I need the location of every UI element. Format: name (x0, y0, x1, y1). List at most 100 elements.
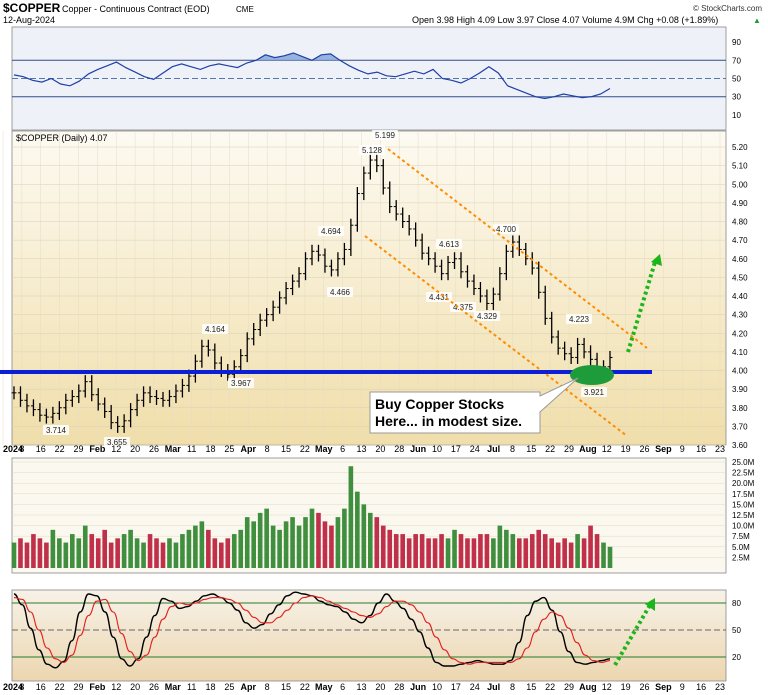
stoch-x-tick: 10 (432, 682, 442, 692)
price-tick-label: 4.50 (732, 273, 748, 282)
volume-bar (536, 529, 542, 568)
price-label: 3.714 (46, 426, 67, 435)
price-x-tick: 8 (510, 444, 515, 454)
price-label-bg (493, 224, 519, 234)
price-label: 4.613 (439, 240, 460, 249)
stoch-x-tick: 8 (19, 682, 24, 692)
price-x-tick: 17 (451, 444, 461, 454)
stoch-x-tick: 8 (510, 682, 515, 692)
volume-bar (594, 534, 600, 568)
volume-bar (432, 538, 438, 568)
price-label: 3.655 (107, 438, 128, 447)
volume-bar (355, 491, 360, 568)
price-label: 4.700 (496, 225, 517, 234)
volume-bar (238, 529, 244, 568)
volume-bar (491, 538, 496, 568)
price-tick-label: 4.90 (732, 199, 748, 208)
volume-bar (199, 521, 205, 568)
volume-bar (76, 538, 82, 568)
price-label: 4.164 (205, 325, 226, 334)
volume-bar (82, 525, 88, 568)
price-x-tick: 18 (206, 444, 216, 454)
price-tick-label: 4.10 (732, 348, 748, 357)
price-label-bg (581, 387, 607, 397)
stoch-tick-label: 20 (732, 653, 741, 662)
rsi-line (13, 52, 611, 100)
stoch-x-tick: Mar (165, 682, 182, 692)
price-x-tick: 2024 (3, 444, 23, 454)
volume-tick-label: 22.5M (732, 469, 755, 478)
price-x-tick: 22 (55, 444, 65, 454)
price-label-bg (372, 130, 398, 140)
price-x-tick: 26 (149, 444, 159, 454)
stoch-x-tick: May (315, 682, 333, 692)
volume-bar (206, 529, 211, 568)
stoch-x-tick: Aug (579, 682, 597, 692)
volume-bar (581, 538, 587, 568)
price-tick-label: 3.60 (732, 441, 748, 450)
volume-bar (218, 542, 224, 568)
stoch-x-tick: Feb (89, 682, 106, 692)
stoch-x-tick: 25 (224, 682, 234, 692)
price-x-tick: Jul (487, 444, 500, 454)
volume-bar (471, 538, 477, 568)
up-arrow-icon: ▲ (753, 16, 761, 25)
stoch-x-tick: 8 (265, 682, 270, 692)
volume-bar (478, 534, 483, 568)
volume-bar (523, 538, 529, 568)
stoch-x-tick: 23 (715, 682, 725, 692)
price-label: 4.466 (330, 288, 351, 297)
volume-bar (510, 534, 516, 568)
volume-bar (348, 466, 354, 568)
volume-bar (277, 529, 282, 568)
stoch-x-tick: 26 (640, 682, 650, 692)
buy-zone-marker (570, 365, 614, 385)
price-x-tick: 10 (432, 444, 442, 454)
volume-bar (160, 542, 166, 568)
price-up-arrow-icon (626, 261, 657, 353)
instrument-name: Copper - Continuous Contract (EOD) (62, 4, 210, 14)
volume-bar (186, 529, 192, 568)
price-arrowhead-icon (651, 254, 662, 266)
volume-bar (11, 542, 17, 568)
price-bars: 5.20 5.10 5.00 4.90 4.80 4.70 4.60 4.50 4.40 4.30… (11, 130, 748, 450)
price-label-bg (318, 226, 344, 236)
price-x-tick: Jun (410, 444, 426, 454)
volume-bar (154, 538, 159, 568)
price-x-tick: 11 (187, 444, 196, 454)
stoch-x-tick: 2024 (3, 682, 23, 692)
price-label: 4.223 (569, 315, 590, 324)
volume-bar (167, 538, 172, 568)
volume-bar (452, 529, 457, 568)
price-x-tick: 24 (470, 444, 480, 454)
price-x-tick: 25 (224, 444, 234, 454)
volume-bar (445, 538, 451, 568)
price-x-tick: 15 (526, 444, 536, 454)
volume-bar (484, 534, 490, 568)
price-label-bg (436, 239, 462, 249)
volume-bar (193, 525, 198, 568)
volume-bar (63, 542, 69, 568)
price-label: 5.199 (375, 131, 396, 140)
watermark: © StockCharts.com (693, 4, 762, 13)
volume-bar (264, 508, 269, 568)
price-x-tick: 8 (265, 444, 270, 454)
volume-bar (588, 525, 593, 568)
price-x-tick: 15 (281, 444, 291, 454)
volume-bar (57, 538, 62, 568)
price-x-tick: 16 (36, 444, 46, 454)
price-tick-label: 3.70 (732, 422, 748, 431)
price-label-bg (426, 292, 452, 302)
price-label: 5.128 (362, 146, 383, 155)
stoch-x-tick: 29 (73, 682, 83, 692)
stoch-x-tick: 26 (149, 682, 159, 692)
price-label-bg (359, 145, 385, 155)
volume-bar (465, 538, 470, 568)
volume-bar (309, 508, 315, 568)
stoch-arrowhead-icon (645, 598, 655, 611)
price-x-tick: 22 (300, 444, 310, 454)
volume-bar (504, 529, 509, 568)
volume-bar (102, 529, 108, 568)
